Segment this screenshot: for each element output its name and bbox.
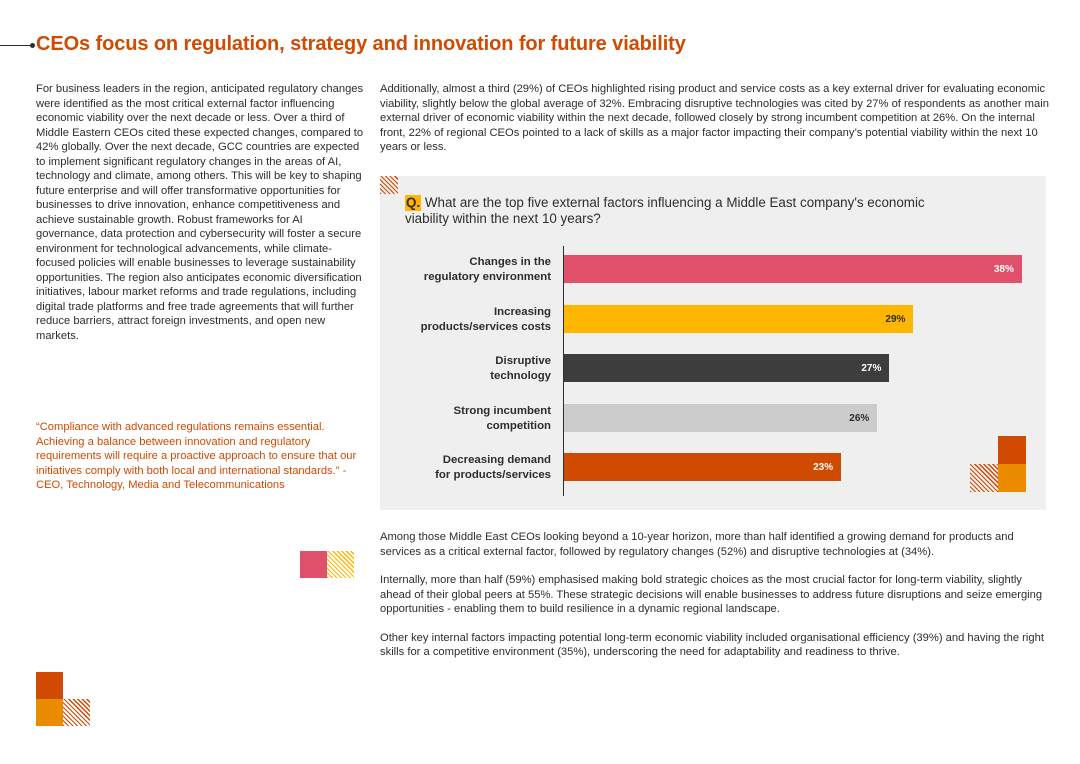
- bar-value-label: 23%: [813, 462, 834, 473]
- bar-value-label: 27%: [861, 363, 882, 374]
- title-rule: [0, 45, 32, 46]
- title-rule-dot: [30, 43, 35, 48]
- category-label: Changes in the regulatory environment: [423, 256, 551, 283]
- right-intro-paragraph: Additionally, almost a third (29%) of CE…: [380, 83, 1049, 153]
- chart-question: Q. What are the top five external factor…: [405, 195, 925, 227]
- chart-axis: [563, 246, 564, 496]
- category-label: Strong incumbent competition: [453, 404, 551, 432]
- question-text: What are the top five external factors i…: [405, 195, 925, 226]
- bar-value-label: 38%: [993, 264, 1014, 275]
- paragraph-long-horizon: Among those Middle East CEOs looking bey…: [380, 531, 1014, 558]
- decor-square-yellow-hatched: [327, 551, 354, 578]
- decor-square-amber: [998, 464, 1026, 492]
- decor-square-hatched: [970, 464, 998, 492]
- bar: [564, 304, 914, 333]
- ceo-quote: “Compliance with advanced regulations re…: [36, 421, 357, 491]
- decor-square-hatched-bottom: [63, 699, 90, 726]
- category-label: Disruptive technology: [490, 355, 551, 382]
- category-label: Increasing products/services costs: [420, 305, 551, 333]
- bar: [564, 255, 1022, 283]
- decor-square-orange: [998, 436, 1026, 464]
- right-bottom-text: Among those Middle East CEOs looking bey…: [380, 530, 1055, 674]
- decor-square-rose: [300, 551, 327, 578]
- bar: [564, 453, 842, 481]
- paragraph-strategic-choices: Internally, more than half (59%) emphasi…: [380, 574, 1043, 615]
- bar: [564, 354, 890, 382]
- page-title: CEOs focus on regulation, strategy and i…: [36, 33, 686, 55]
- question-marker: Q.: [405, 195, 422, 211]
- decor-square-orange-bottom: [36, 672, 63, 699]
- chart-hatch-marker: [380, 176, 398, 194]
- bar: [564, 403, 878, 432]
- bar-value-label: 26%: [849, 412, 870, 424]
- bar-value-label: 29%: [885, 313, 906, 325]
- left-body-paragraph: For business leaders in the region, anti…: [36, 83, 364, 342]
- decor-square-amber-bottom: [36, 699, 63, 726]
- paragraph-internal-factors: Other key internal factors impacting pot…: [380, 631, 1044, 659]
- category-label: Decreasing demand for products/services: [435, 454, 551, 481]
